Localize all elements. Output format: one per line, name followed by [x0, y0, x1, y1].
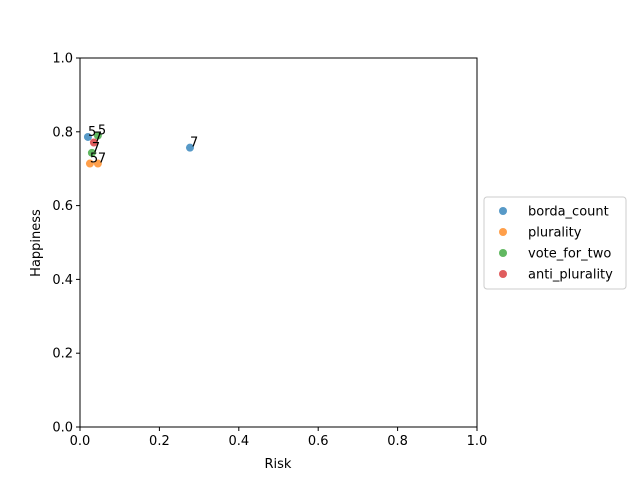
x-tick-label: 0.8 — [387, 434, 408, 449]
x-tick-label: 0.4 — [228, 434, 249, 449]
plot-frame — [79, 57, 478, 428]
data-label: 7 — [190, 136, 198, 151]
data-label: 7 — [98, 152, 106, 167]
x-tick-label: 0.6 — [308, 434, 329, 449]
legend-entry: plurality — [528, 226, 582, 241]
y-axis: 0.0 0.2 0.4 0.6 0.8 1.0 — [52, 52, 80, 436]
legend-frame — [483, 196, 627, 290]
data-label: 5 — [90, 152, 98, 167]
y-tick-label: 0.6 — [52, 199, 73, 214]
legend-marker — [499, 249, 507, 257]
data-point — [93, 131, 102, 140]
y-tick-label: 0.8 — [52, 125, 73, 140]
legend-marker — [499, 207, 507, 215]
data-point — [93, 159, 102, 168]
y-tick-label: 0.4 — [52, 273, 73, 288]
x-tick-label: 0.2 — [149, 434, 170, 449]
plot-area — [79, 57, 478, 428]
x-axis: 0.0 0.2 0.4 0.6 0.8 1.0 — [70, 427, 488, 449]
y-tick-label: 0.0 — [52, 421, 73, 436]
data-point — [185, 143, 194, 152]
y-axis-label: Happiness — [29, 209, 44, 277]
data-label: 7 — [94, 131, 102, 146]
x-tick-label: 1.0 — [467, 434, 488, 449]
legend-entry: borda_count — [528, 205, 609, 220]
legend-entry: anti_plurality — [528, 268, 613, 283]
legend: borda_count plurality vote_for_two anti_plu… — [483, 196, 627, 290]
data-point — [85, 159, 94, 168]
y-tick-label: 1.0 — [52, 52, 73, 67]
data-label: 5 — [98, 123, 106, 138]
legend-marker — [499, 270, 507, 278]
data-point — [83, 132, 92, 141]
x-tick-label: 0.0 — [70, 434, 91, 449]
x-axis-label: Risk — [265, 457, 292, 472]
y-tick-label: 0.2 — [52, 347, 73, 362]
data-point — [87, 148, 96, 157]
legend-marker — [499, 228, 507, 236]
data-label: 5 — [88, 125, 96, 140]
data-label: 7 — [92, 141, 100, 156]
legend-entry: vote_for_two — [528, 247, 611, 262]
data-point — [89, 138, 98, 147]
